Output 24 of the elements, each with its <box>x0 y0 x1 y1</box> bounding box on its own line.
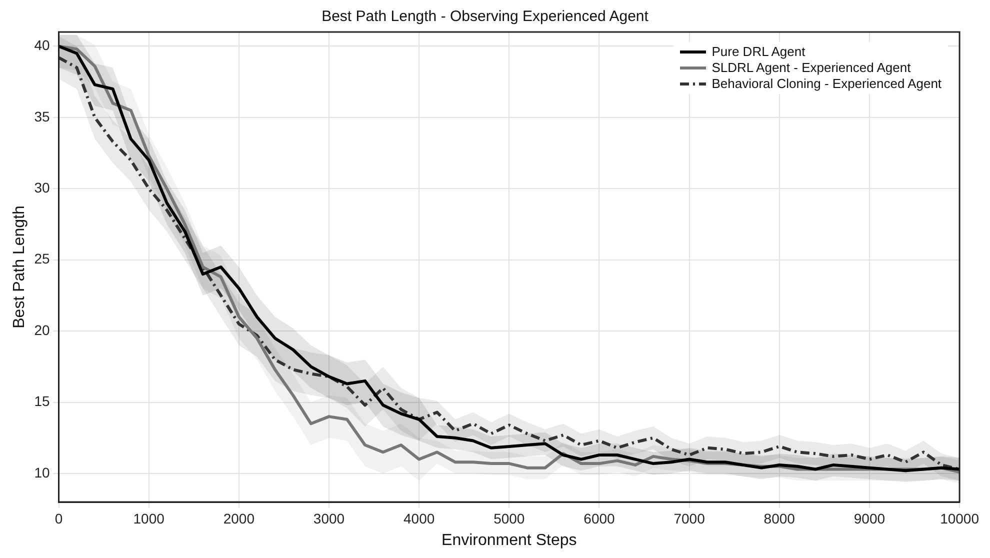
x-tick-label: 10000 <box>940 510 980 526</box>
legend-label: Pure DRL Agent <box>712 44 806 60</box>
y-axis-title: Best Path Length <box>11 206 28 328</box>
x-tick-label: 9000 <box>854 510 886 526</box>
x-tick-label: 1000 <box>133 510 165 526</box>
x-tick-label: 6000 <box>584 510 616 526</box>
x-axis-title: Environment Steps <box>442 532 577 549</box>
x-tick-label: 8000 <box>764 510 796 526</box>
legend-label: SLDRL Agent - Experienced Agent <box>712 60 911 76</box>
x-tick-label: 3000 <box>313 510 345 526</box>
y-tick-label: 30 <box>34 180 50 196</box>
y-tick-label: 40 <box>34 37 50 54</box>
y-tick-label: 10 <box>34 464 50 480</box>
x-tick-label: 2000 <box>223 510 255 526</box>
legend-label: Behavioral Cloning - Experienced Agent <box>712 76 942 92</box>
x-tick-label: 4000 <box>404 510 435 526</box>
x-tick-label: 5000 <box>494 510 525 526</box>
x-tick-label: 0 <box>54 510 63 526</box>
chart-title: Best Path Length - Observing Experienced Agent <box>322 8 650 26</box>
y-tick-label: 15 <box>34 393 50 410</box>
y-tick-label: 25 <box>34 250 50 267</box>
y-tick-label: 20 <box>34 322 50 338</box>
y-tick-label: 35 <box>34 108 50 124</box>
x-tick-label: 7000 <box>674 510 706 526</box>
